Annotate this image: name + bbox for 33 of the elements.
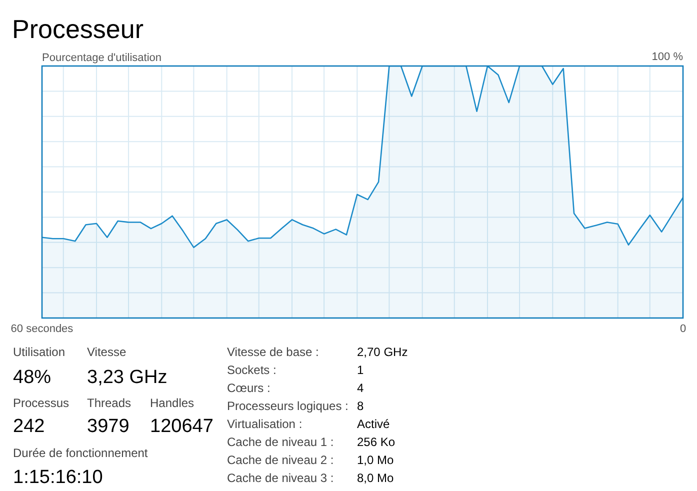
text: Cache de niveau 2 : xyxy=(227,453,334,467)
text: Utilisation xyxy=(13,345,66,359)
text: 48% xyxy=(13,367,52,388)
text: 3,23 GHz xyxy=(87,367,168,388)
text: Sockets : xyxy=(227,363,276,377)
text: Threads xyxy=(87,396,132,410)
text: Cache de niveau 1 : xyxy=(227,435,334,449)
text: Vitesse xyxy=(87,345,126,359)
text: 1 xyxy=(357,363,364,377)
text: 100 % xyxy=(652,51,684,63)
text: Cache de niveau 3 : xyxy=(227,471,334,485)
text: 120647 xyxy=(150,416,214,437)
text: Vitesse de base : xyxy=(227,345,319,359)
text: 1,0 Mo xyxy=(357,453,394,467)
text: 242 xyxy=(13,416,45,437)
text: 256 Ko xyxy=(357,435,396,449)
text: Activé xyxy=(357,417,390,431)
text: Virtualisation : xyxy=(227,417,302,431)
text: Processus xyxy=(13,396,70,410)
text: 3979 xyxy=(87,416,130,437)
text: 2,70 GHz xyxy=(357,345,408,359)
x-tick-label: 60 secondes xyxy=(10,323,74,335)
text: Handles xyxy=(150,396,194,410)
y-axis-title: Pourcentage d'utilisation xyxy=(42,52,162,64)
text: Cœurs : xyxy=(227,381,270,395)
text: 8 xyxy=(357,399,364,413)
x-tick-label: 0 xyxy=(680,323,686,335)
text: Processeurs logiques : xyxy=(227,399,348,413)
chart-title: Processeur xyxy=(12,14,144,44)
text: Durée de fonctionnement xyxy=(13,446,148,460)
text: 1:15:16:10 xyxy=(13,467,103,488)
text: 8,0 Mo xyxy=(357,471,394,485)
text: 4 xyxy=(357,381,364,395)
